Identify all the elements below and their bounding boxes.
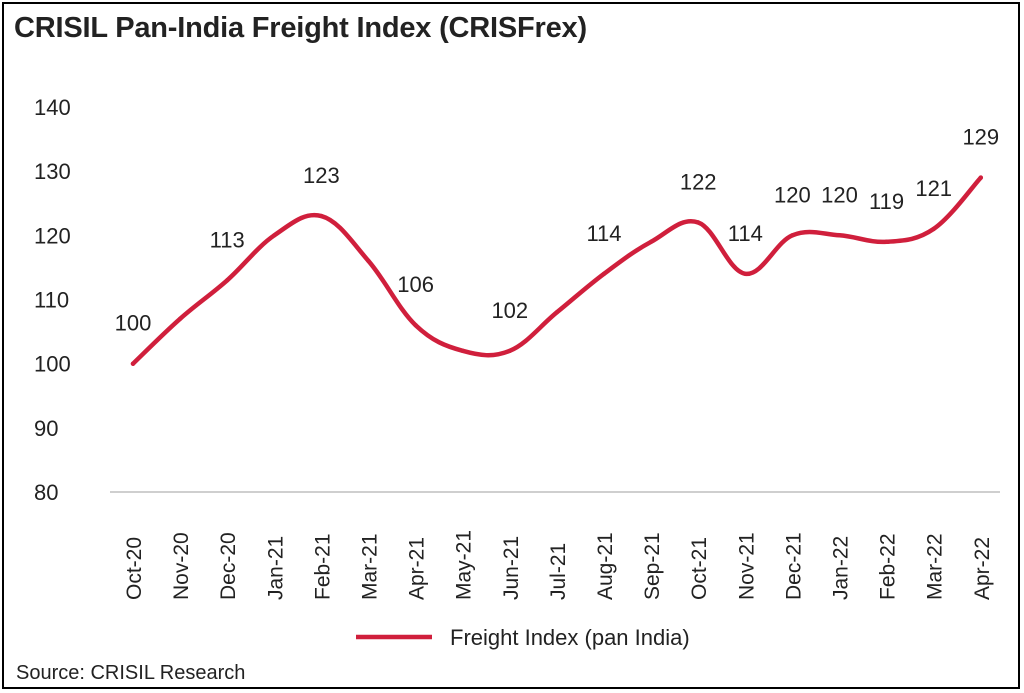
x-tick-label: Apr-22 bbox=[971, 537, 994, 600]
data-point bbox=[696, 220, 701, 225]
x-axis: Oct-20 Nov-20 Dec-20 Jan-21 Feb-21 Mar-21 Apr-… bbox=[123, 530, 994, 600]
x-tick-label: Nov-20 bbox=[170, 532, 193, 600]
x-tick-label: Feb-21 bbox=[311, 533, 334, 600]
chart-title: CRISIL Pan-India Freight Index (CRISFrex… bbox=[14, 12, 587, 44]
y-tick-label: 130 bbox=[34, 159, 71, 184]
data-point bbox=[601, 271, 607, 277]
x-tick-label: Jan-22 bbox=[830, 536, 853, 600]
data-labels: 100 113 123 106 102 114 122 114 120 120 119 121 129 bbox=[115, 125, 1000, 336]
x-tick-label: Apr-21 bbox=[406, 537, 429, 600]
data-label: 129 bbox=[962, 125, 999, 150]
data-label: 119 bbox=[869, 189, 904, 214]
x-tick-label: Dec-20 bbox=[217, 532, 240, 600]
data-label: 100 bbox=[115, 311, 152, 336]
y-tick-label: 80 bbox=[34, 480, 58, 505]
data-label: 120 bbox=[821, 182, 858, 207]
legend: Freight Index (pan India) bbox=[356, 625, 690, 650]
data-point bbox=[743, 271, 748, 277]
data-point bbox=[554, 310, 560, 315]
x-tick-label: Aug-21 bbox=[594, 532, 617, 600]
data-point bbox=[366, 258, 371, 264]
data-point bbox=[319, 213, 324, 219]
data-label: 113 bbox=[210, 227, 245, 252]
x-tick-label: May-21 bbox=[453, 530, 476, 600]
data-label: 114 bbox=[586, 221, 621, 246]
legend-label: Freight Index (pan India) bbox=[450, 625, 690, 650]
data-label: 114 bbox=[728, 221, 763, 246]
data-point bbox=[177, 316, 183, 321]
x-tick-label: Jan-21 bbox=[264, 536, 287, 600]
x-tick-label: Mar-22 bbox=[924, 533, 947, 600]
data-point bbox=[225, 278, 230, 283]
data-point bbox=[507, 348, 512, 354]
series-group bbox=[130, 175, 984, 366]
data-point bbox=[837, 233, 842, 238]
data-point bbox=[790, 233, 795, 238]
data-label: 122 bbox=[680, 170, 717, 195]
x-tick-label: Feb-22 bbox=[877, 533, 900, 600]
data-point bbox=[978, 175, 983, 180]
data-point bbox=[884, 239, 889, 244]
data-point bbox=[272, 233, 277, 238]
y-tick-label: 120 bbox=[34, 223, 71, 248]
y-axis: 140 130 120 110 100 90 80 bbox=[34, 95, 71, 505]
x-tick-label: Nov-21 bbox=[735, 532, 758, 600]
data-point bbox=[931, 226, 936, 232]
data-point bbox=[130, 361, 136, 366]
data-label: 120 bbox=[774, 182, 811, 207]
x-tick-label: Mar-21 bbox=[359, 533, 382, 600]
data-label: 106 bbox=[397, 272, 434, 297]
y-tick-label: 110 bbox=[34, 288, 69, 313]
x-tick-label: Oct-20 bbox=[123, 537, 146, 600]
x-tick-label: Jul-21 bbox=[547, 543, 570, 600]
data-point bbox=[648, 239, 654, 244]
data-label: 121 bbox=[915, 176, 952, 201]
data-label: 102 bbox=[491, 298, 528, 323]
x-tick-label: Oct-21 bbox=[688, 537, 711, 600]
x-tick-label: Sep-21 bbox=[641, 532, 664, 600]
y-tick-label: 90 bbox=[34, 416, 58, 441]
source-note: Source: CRISIL Research bbox=[16, 662, 246, 684]
data-point bbox=[460, 348, 465, 354]
data-label: 123 bbox=[303, 163, 340, 188]
y-tick-label: 100 bbox=[34, 352, 71, 377]
data-point bbox=[413, 322, 418, 328]
x-tick-label: Jun-21 bbox=[500, 536, 523, 600]
x-tick-label: Dec-21 bbox=[782, 532, 805, 600]
y-tick-label: 140 bbox=[34, 95, 71, 120]
